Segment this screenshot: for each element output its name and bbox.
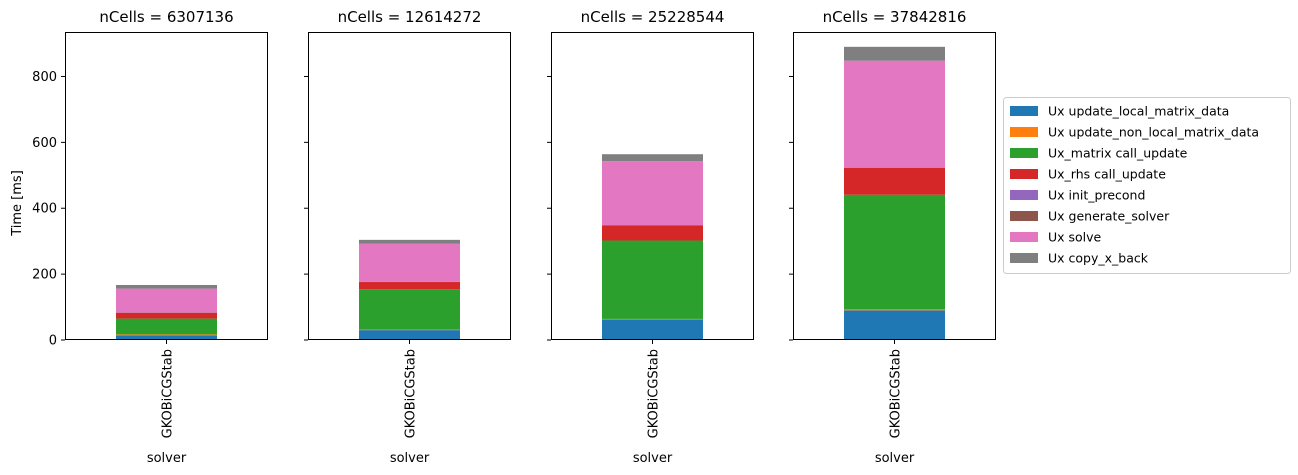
bar-segment-ux-copy-x-back (116, 284, 217, 289)
bar-segment-ux-solve (359, 243, 460, 282)
legend-item: Ux copy_x_back (1010, 251, 1149, 266)
bar-segment-ux-solve (116, 288, 217, 313)
panel-2: nCells = 12614272 GKOBiCGStab solver (304, 8, 511, 466)
legend-label: Ux update_local_matrix_data (1048, 104, 1229, 119)
bar-segment-ux-rhs-call-update (359, 282, 460, 290)
legend-swatch (1010, 190, 1038, 200)
bar-segment-ux-update-local-matrix-data (844, 310, 945, 340)
plot-frame (65, 32, 268, 340)
bar-segment-ux-update-non-local-matrix-data (116, 334, 217, 336)
plot-frame (551, 32, 754, 340)
bar-segment-ux-matrix-call-update (602, 240, 703, 319)
legend-box (1003, 97, 1291, 274)
bar-segment-ux-rhs-call-update (116, 312, 217, 319)
panel-1: nCells = 6307136 0 200 400 600 800 GKOBiCGStab… (32, 8, 268, 466)
bar-segment-ux-update-local-matrix-data (602, 319, 703, 340)
x-axis-label: solver (147, 451, 187, 466)
y-tick-label: 800 (32, 70, 57, 85)
legend: Ux update_local_matrix_data Ux update_non… (1003, 97, 1291, 274)
panel-title: nCells = 12614272 (338, 8, 482, 26)
bar-segment-ux-copy-x-back (359, 239, 460, 244)
bar-segment-ux-update-non-local-matrix-data (602, 318, 703, 320)
x-axis-label: solver (390, 451, 430, 466)
bar-segment-ux-matrix-call-update (844, 194, 945, 310)
bar-segment-ux-matrix-call-update (116, 318, 217, 335)
legend-item: Ux solve (1010, 230, 1102, 245)
y-axis-label: Time [ms] (10, 170, 25, 237)
bar-segment-ux-update-non-local-matrix-data (359, 329, 460, 331)
legend-label: Ux_matrix call_update (1048, 146, 1188, 161)
chart-panels: nCells = 6307136 0 200 400 600 800 GKOBiCGStab… (32, 8, 996, 466)
x-tick-label: GKOBiCGStab (161, 349, 176, 438)
panel-title: nCells = 6307136 (99, 8, 233, 26)
legend-swatch (1010, 232, 1038, 242)
bar-segment-ux-solve (844, 60, 945, 168)
bar-segment-ux-copy-x-back (844, 46, 945, 61)
legend-item: Ux update_local_matrix_data (1010, 104, 1229, 119)
legend-swatch (1010, 211, 1038, 221)
legend-label: Ux copy_x_back (1048, 251, 1149, 266)
x-axis-label: solver (633, 451, 673, 466)
plot-frame (793, 32, 996, 340)
legend-swatch (1010, 106, 1038, 116)
bar-segment-ux-update-local-matrix-data (359, 330, 460, 340)
legend-item: Ux update_non_local_matrix_data (1010, 125, 1259, 140)
y-tick-label: 200 (32, 268, 57, 283)
bar-segment-ux-copy-x-back (602, 154, 703, 162)
legend-swatch (1010, 148, 1038, 158)
legend-item: Ux_rhs call_update (1010, 167, 1166, 182)
panel-title: nCells = 37842816 (823, 8, 967, 26)
bar-segment-ux-rhs-call-update (602, 225, 703, 241)
y-tick-label: 0 (49, 334, 57, 349)
legend-swatch (1010, 127, 1038, 137)
y-tick-label: 400 (32, 202, 57, 217)
bar-segment-ux-update-non-local-matrix-data (844, 309, 945, 311)
legend-item: Ux_matrix call_update (1010, 146, 1188, 161)
legend-swatch (1010, 169, 1038, 179)
x-tick-label: GKOBiCGStab (647, 349, 662, 438)
legend-label: Ux generate_solver (1048, 209, 1170, 224)
panel-3: nCells = 25228544 GKOBiCGStab solver (547, 8, 754, 466)
legend-swatch (1010, 253, 1038, 263)
x-tick-label: GKOBiCGStab (889, 349, 904, 438)
bar-segment-ux-update-local-matrix-data (116, 335, 217, 340)
x-tick-label: GKOBiCGStab (404, 349, 419, 438)
y-tick-label: 600 (32, 136, 57, 151)
plot-frame (308, 32, 511, 340)
legend-label: Ux solve (1048, 230, 1102, 245)
legend-label: Ux init_precond (1048, 188, 1145, 203)
legend-item: Ux generate_solver (1010, 209, 1170, 224)
x-axis-label: solver (875, 451, 915, 466)
bar-segment-ux-solve (602, 161, 703, 226)
panel-4: nCells = 37842816 GKOBiCGStab solver (789, 8, 996, 466)
panel-title: nCells = 25228544 (581, 8, 725, 26)
legend-item: Ux init_precond (1010, 188, 1145, 203)
legend-label: Ux_rhs call_update (1048, 167, 1166, 182)
legend-label: Ux update_non_local_matrix_data (1048, 125, 1259, 140)
bar-segment-ux-matrix-call-update (359, 289, 460, 330)
bar-segment-ux-rhs-call-update (844, 167, 945, 195)
